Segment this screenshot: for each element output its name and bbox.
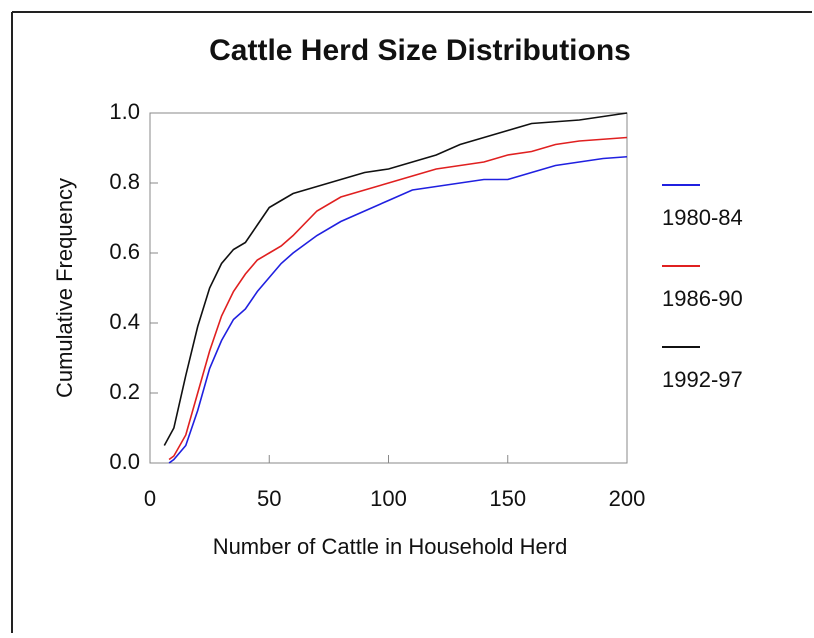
x-tick-label: 100 bbox=[370, 486, 407, 511]
y-tick-label: 0.8 bbox=[109, 169, 140, 194]
x-tick-label: 200 bbox=[609, 486, 646, 511]
y-tick-label: 0.6 bbox=[109, 239, 140, 264]
y-tick-label: 0.0 bbox=[109, 449, 140, 474]
x-tick-label: 50 bbox=[257, 486, 281, 511]
y-axis-label: Cumulative Frequency bbox=[52, 178, 77, 398]
x-tick-label: 150 bbox=[489, 486, 526, 511]
y-tick-label: 0.4 bbox=[109, 309, 140, 334]
legend-label: 1980-84 bbox=[662, 205, 743, 230]
series-line bbox=[163, 112, 628, 446]
y-tick-label: 1.0 bbox=[109, 99, 140, 124]
x-tick-label: 0 bbox=[144, 486, 156, 511]
y-tick-label: 0.2 bbox=[109, 379, 140, 404]
legend-label: 1986-90 bbox=[662, 286, 743, 311]
legend-label: 1992-97 bbox=[662, 367, 743, 392]
series-line bbox=[168, 136, 628, 461]
x-axis-label: Number of Cattle in Household Herd bbox=[213, 534, 568, 559]
chart-title: Cattle Herd Size Distributions bbox=[209, 34, 631, 67]
series-line bbox=[168, 155, 628, 464]
